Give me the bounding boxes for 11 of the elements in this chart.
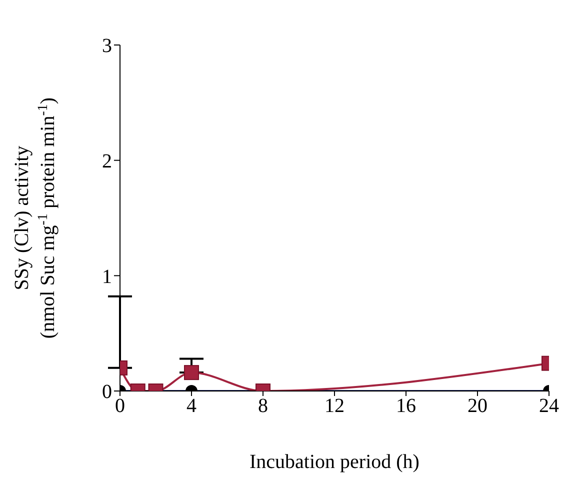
- x-tick-label: 24: [539, 395, 559, 418]
- x-tick-label: 8: [258, 395, 268, 418]
- x-tick-label: 4: [186, 395, 196, 418]
- x-tick-label: 20: [468, 395, 488, 418]
- y-tick-label: 0: [102, 381, 112, 404]
- x-tick-label: 16: [396, 395, 416, 418]
- y-tick-label: 3: [102, 35, 112, 58]
- y-tick-label: 1: [102, 266, 112, 288]
- x-axis-title: Incubation period (h): [250, 451, 420, 473]
- x-tick-label: 12: [324, 395, 344, 418]
- y-tick-label: 2: [102, 150, 112, 172]
